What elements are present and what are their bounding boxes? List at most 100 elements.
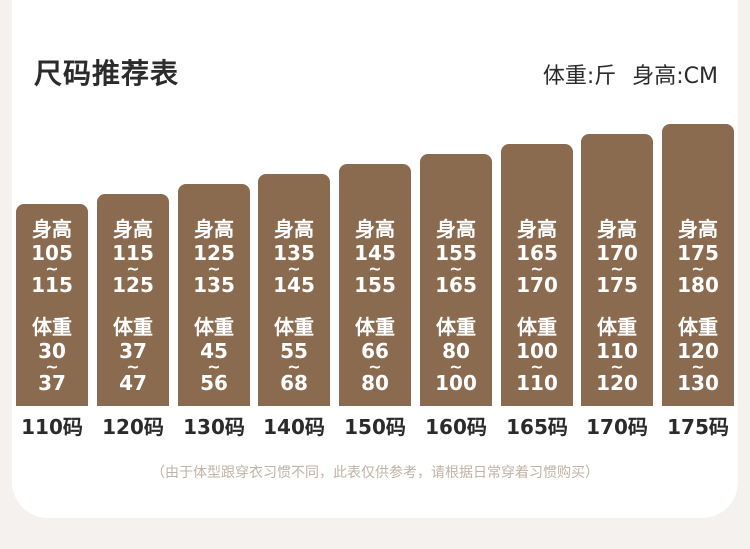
height-label: 身高 [678,217,718,241]
size-bar: 身高 115 ~125 体重 37 ~47 [97,194,169,406]
tilde: ~ [368,357,382,376]
chart-title: 尺码推荐表 [34,57,180,90]
weight-label: 体重 [678,315,718,339]
weight-min: 37 [119,339,147,363]
height-min: 165 [516,241,558,265]
size-bar: 身高 175 ~180 体重 120 ~130 [662,124,734,406]
size-label: 165码 [506,415,568,439]
height-label: 身高 [194,217,234,241]
weight-max: 56 [200,371,228,395]
height-label: 身高 [355,217,395,241]
weight-max: 47 [119,371,147,395]
weight-max: 80 [361,371,389,395]
size-label: 175码 [667,415,729,439]
weight-label: 体重 [274,315,314,339]
weight-min: 80 [442,339,470,363]
tilde: ~ [45,259,59,278]
size-label: 130码 [183,415,245,439]
height-min: 175 [677,241,719,265]
height-label: 身高 [113,217,153,241]
tilde: ~ [610,259,624,278]
height-max: 165 [435,273,477,297]
tilde: ~ [45,357,59,376]
tilde: ~ [691,357,705,376]
size-bar: 身高 155 ~165 体重 80 ~100 [420,154,492,406]
height-max: 155 [354,273,396,297]
weight-label: 体重 [436,315,476,339]
weight-max: 68 [280,371,308,395]
weight-min: 45 [200,339,228,363]
weight-max: 120 [596,371,638,395]
size-label: 150码 [344,415,406,439]
spacer [97,296,169,306]
tilde: ~ [126,357,140,376]
weight-max: 130 [677,371,719,395]
weight-max: 100 [435,371,477,395]
tilde: ~ [530,259,544,278]
height-label: 身高 [274,217,314,241]
weight-label: 体重 [113,315,153,339]
height-min: 115 [112,241,154,265]
weight-label: 体重 [517,315,557,339]
height-min: 135 [273,241,315,265]
size-bar-info: 身高 145 ~155 体重 66 ~80 [339,208,411,406]
height-max: 115 [31,273,73,297]
height-label: 身高 [32,217,72,241]
height-label: 身高 [597,217,637,241]
size-bar-info: 身高 175 ~180 体重 120 ~130 [662,208,734,406]
weight-min: 66 [361,339,389,363]
spacer [662,296,734,306]
weight-label: 体重 [194,315,234,339]
weight-unit: 体重:斤 [542,64,617,89]
spacer [581,296,653,306]
height-min: 155 [435,241,477,265]
size-bar-info: 身高 170 ~175 体重 110 ~120 [581,208,653,406]
height-max: 170 [516,273,558,297]
tilde: ~ [207,357,221,376]
size-label: 160码 [425,415,487,439]
weight-label: 体重 [355,315,395,339]
size-bar-info: 身高 115 ~125 体重 37 ~47 [97,208,169,406]
height-min: 145 [354,241,396,265]
spacer [16,296,88,306]
tilde: ~ [368,259,382,278]
height-max: 145 [273,273,315,297]
tilde: ~ [126,259,140,278]
weight-max: 37 [38,371,66,395]
weight-min: 100 [516,339,558,363]
spacer [258,296,330,306]
tilde: ~ [530,357,544,376]
size-bar-info: 身高 105 ~115 体重 30 ~37 [16,208,88,406]
weight-max: 110 [516,371,558,395]
units-legend: 体重:斤 身高:CM [543,58,718,90]
size-label: 140码 [263,415,325,439]
size-label: 170码 [586,415,648,439]
height-max: 135 [193,273,235,297]
size-bar: 身高 125 ~135 体重 45 ~56 [178,184,250,406]
disclaimer-note: （由于体型跟穿衣习惯不同，此表仅供参考，请根据日常穿着习惯购买） [151,465,599,481]
size-bar-info: 身高 135 ~145 体重 55 ~68 [258,208,330,406]
tilde: ~ [287,259,301,278]
tilde: ~ [610,357,624,376]
height-min: 170 [596,241,638,265]
height-unit: 身高:CM [632,64,718,89]
size-label: 120码 [102,415,164,439]
height-label: 身高 [436,217,476,241]
tilde: ~ [287,357,301,376]
spacer [420,296,492,306]
height-min: 125 [193,241,235,265]
spacer [178,296,250,306]
spacer [339,296,411,306]
size-bar-info: 身高 165 ~170 体重 100 ~110 [501,208,573,406]
tilde: ~ [207,259,221,278]
weight-min: 110 [596,339,638,363]
size-bar-info: 身高 155 ~165 体重 80 ~100 [420,208,492,406]
size-chart-card: 尺码推荐表 体重:斤 身高:CM 身高 105 ~115 体重 30 ~37 110码 身高 11… [12,0,738,518]
spacer [501,296,573,306]
weight-min: 55 [280,339,308,363]
weight-min: 120 [677,339,719,363]
weight-min: 30 [38,339,66,363]
height-max: 180 [677,273,719,297]
size-bar: 身高 105 ~115 体重 30 ~37 [16,204,88,406]
height-max: 175 [596,273,638,297]
